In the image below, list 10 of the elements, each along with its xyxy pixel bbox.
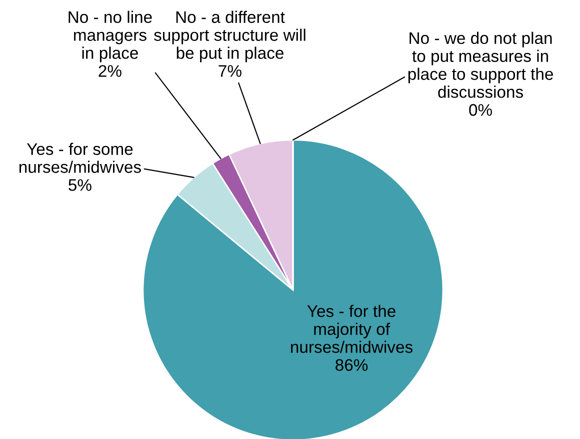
category-label: No - we do not plan to put measures in place to support the discussions — [408, 32, 553, 98]
data-label: 2% — [98, 65, 122, 77]
slice-label: No - no line managers in place — [68, 10, 152, 62]
data-label: 7% — [218, 65, 242, 77]
slice-label: Yes - for the majority of nurses/midwives — [291, 304, 413, 353]
data-label: 5% — [68, 179, 92, 191]
slice-label: Yes - for some nurses/midwives — [19, 142, 141, 173]
data-label: 86% — [336, 359, 368, 371]
text: 0% — [469, 104, 492, 116]
slice-label: No - a different support structure will be put in place — [154, 10, 306, 62]
